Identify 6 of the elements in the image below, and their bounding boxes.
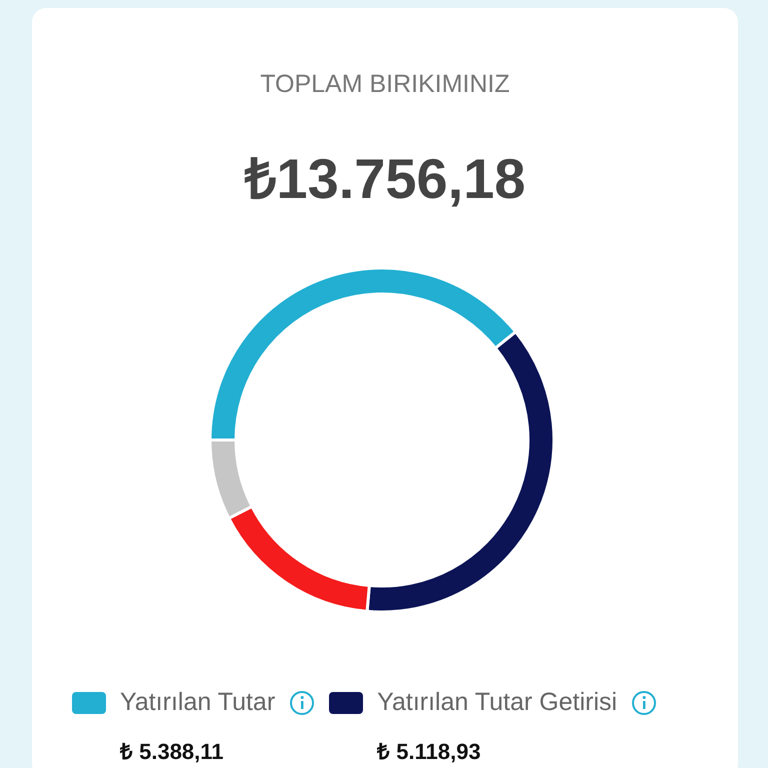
text: ₺ 5.388,11 [120, 738, 225, 765]
chart-title: TOPLAM BIRIKIMINIZ [259, 70, 511, 99]
chart-subtitle: ₺13.756,18 [243, 146, 527, 212]
legend-label: Yatırılan Tutar [120, 688, 276, 717]
legend-label: Yatırılan Tutar Getirisi [377, 688, 618, 717]
text: ₺ 5.118,93 [377, 738, 482, 765]
